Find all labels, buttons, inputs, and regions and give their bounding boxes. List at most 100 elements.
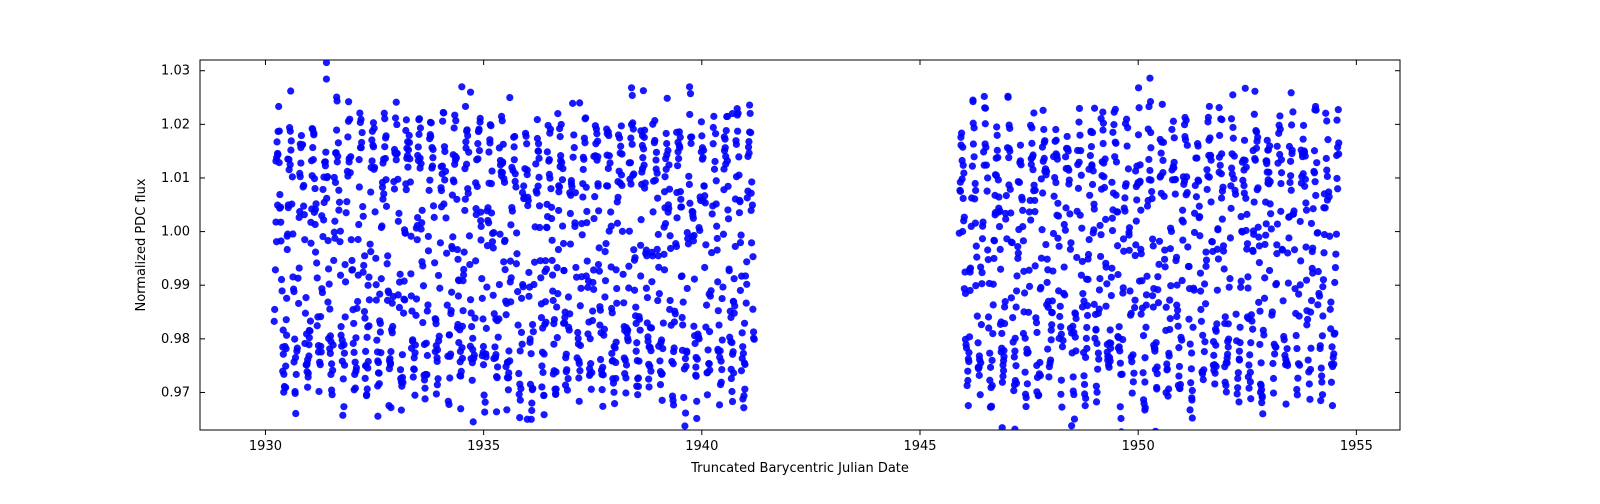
data-point [1149, 235, 1156, 242]
data-point [1084, 312, 1091, 319]
data-point [287, 128, 294, 135]
data-point [1267, 210, 1274, 217]
data-point [1059, 337, 1066, 344]
data-point [276, 191, 283, 198]
data-point [1306, 380, 1313, 387]
data-point [618, 182, 625, 189]
data-point [1217, 162, 1224, 169]
data-point [1166, 297, 1173, 304]
y-tick-label: 0.97 [161, 385, 190, 400]
data-point [1133, 196, 1140, 203]
data-point [313, 259, 320, 266]
data-point [469, 377, 476, 384]
data-point [1065, 167, 1072, 174]
data-point [706, 328, 713, 335]
data-point [1254, 184, 1261, 191]
data-point [453, 154, 460, 161]
data-point [1007, 186, 1014, 193]
data-point [989, 330, 996, 337]
data-point [1230, 175, 1237, 182]
data-point [528, 350, 535, 357]
data-point [1333, 117, 1340, 124]
data-point [1312, 178, 1319, 185]
data-point [1251, 198, 1258, 205]
data-point [541, 350, 548, 357]
data-point [637, 272, 644, 279]
y-tick-label: 1.01 [161, 171, 190, 186]
data-point [1035, 391, 1042, 398]
data-point [1123, 180, 1130, 187]
data-point [1012, 335, 1019, 342]
data-point [546, 156, 553, 163]
data-point [457, 405, 464, 412]
data-point [741, 320, 748, 327]
data-point [1245, 361, 1252, 368]
data-point [482, 353, 489, 360]
data-point [1008, 294, 1015, 301]
data-point [740, 404, 747, 411]
data-point [580, 166, 587, 173]
data-point [312, 221, 319, 228]
data-point [363, 334, 370, 341]
data-point [1166, 352, 1173, 359]
data-point [723, 127, 730, 134]
data-point [988, 357, 995, 364]
data-point [421, 385, 428, 392]
data-point [1171, 134, 1178, 141]
data-point [1126, 224, 1133, 231]
data-point [1237, 324, 1244, 331]
data-point [439, 118, 446, 125]
data-point [995, 176, 1002, 183]
data-point [1328, 343, 1335, 350]
data-point [719, 283, 726, 290]
data-point [986, 350, 993, 357]
data-point [383, 203, 390, 210]
data-point [292, 410, 299, 417]
data-point [359, 129, 366, 136]
data-point [448, 307, 455, 314]
data-point [625, 337, 632, 344]
data-point [381, 115, 388, 122]
data-point [1110, 121, 1117, 128]
data-point [1082, 402, 1089, 409]
data-point [599, 386, 606, 393]
data-point [1329, 402, 1336, 409]
data-point [1190, 287, 1197, 294]
data-point [1256, 341, 1263, 348]
data-point [614, 220, 621, 227]
data-point [1322, 204, 1329, 211]
data-point [731, 302, 738, 309]
data-point [413, 295, 420, 302]
data-point [540, 392, 547, 399]
data-point [644, 333, 651, 340]
data-point [1296, 313, 1303, 320]
data-point [1038, 226, 1045, 233]
data-point [1058, 404, 1065, 411]
data-point [423, 371, 430, 378]
data-point [500, 141, 507, 148]
data-point [1277, 180, 1284, 187]
data-point [597, 307, 604, 314]
data-point [511, 156, 518, 163]
data-point [602, 240, 609, 247]
data-point [476, 147, 483, 154]
data-point [1001, 320, 1008, 327]
data-point [391, 185, 398, 192]
data-point [1244, 240, 1251, 247]
data-point [670, 401, 677, 408]
data-point [1102, 216, 1109, 223]
data-point [1285, 234, 1292, 241]
data-point [300, 182, 307, 189]
data-point [1335, 150, 1342, 157]
data-point [582, 114, 589, 121]
data-point [725, 265, 732, 272]
data-point [995, 193, 1002, 200]
data-point [421, 395, 428, 402]
data-point [1000, 367, 1007, 374]
data-point [737, 239, 744, 246]
data-point [1108, 274, 1115, 281]
data-point [972, 220, 979, 227]
data-point [1083, 324, 1090, 331]
data-point [724, 157, 731, 164]
data-point [594, 138, 601, 145]
